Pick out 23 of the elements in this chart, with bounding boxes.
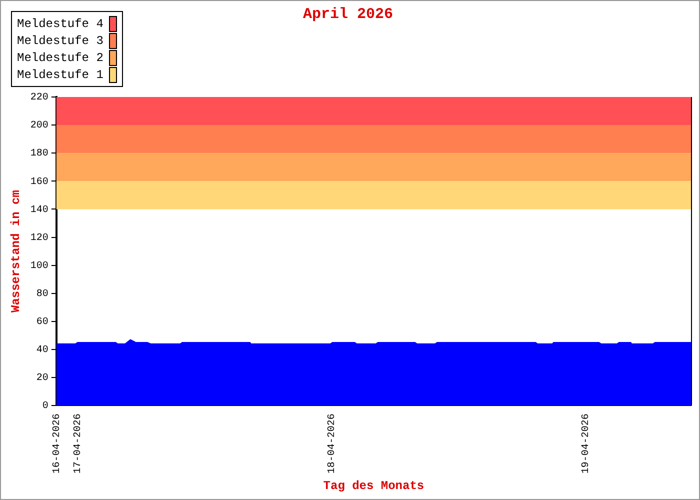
y-tick-label: 0 xyxy=(42,401,48,412)
y-tick-label: 220 xyxy=(30,92,48,104)
y-axis-title: Wasserstand in cm xyxy=(9,190,24,313)
y-tick-label: 60 xyxy=(36,317,48,328)
y-tick-label: 180 xyxy=(30,148,48,160)
x-axis-title: Tag des Monats xyxy=(323,478,424,493)
legend-label: Meldestufe 2 xyxy=(17,50,104,64)
y-tick-label: 80 xyxy=(36,289,48,300)
x-tick-label: 16-04-2026 xyxy=(52,414,64,474)
y-tick-label: 140 xyxy=(30,204,48,216)
y-tick-label: 160 xyxy=(30,176,48,188)
y-tick-label: 40 xyxy=(36,345,48,356)
legend-label: Meldestufe 3 xyxy=(17,34,104,48)
x-tick-label: 18-04-2026 xyxy=(327,414,338,474)
y-tick-label: 20 xyxy=(36,373,48,384)
chart-title: April 2026 xyxy=(302,6,394,23)
y-tick-label: 200 xyxy=(30,120,48,132)
x-tick-label: 17-04-2026 xyxy=(73,414,84,474)
x-tick-label: 19-04-2026 xyxy=(580,414,592,474)
legend-label: Meldestufe 1 xyxy=(17,68,104,82)
legend-label: Meldestufe 4 xyxy=(17,16,104,30)
y-tick-label: 120 xyxy=(30,232,48,244)
y-tick-label: 100 xyxy=(30,260,48,272)
